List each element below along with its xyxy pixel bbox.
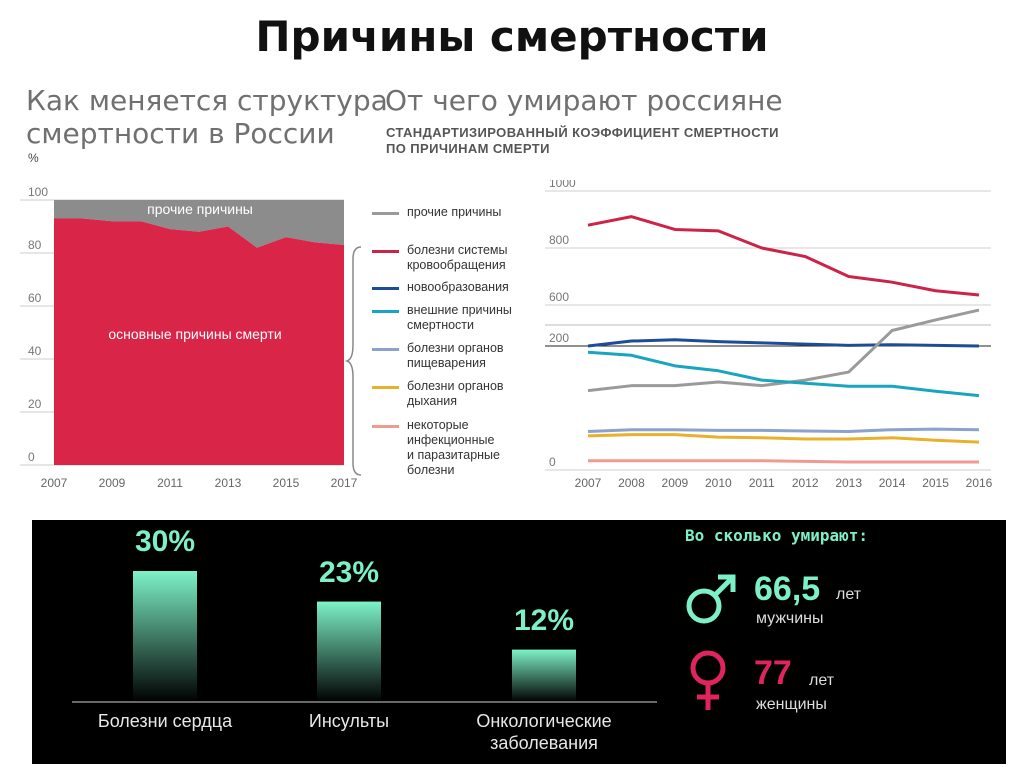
women-label: женщины bbox=[756, 696, 827, 713]
life-title: Во сколько умирают: bbox=[685, 526, 869, 545]
legend-label: некоторые инфекционные и паразитарные болез… bbox=[407, 418, 500, 477]
right-y-tick: 800 bbox=[549, 233, 569, 247]
left-y-tick: 0 bbox=[28, 450, 35, 464]
legend-swatch bbox=[372, 425, 399, 428]
right-y-tick: 200 bbox=[549, 331, 569, 345]
men-label: мужчины bbox=[756, 610, 824, 627]
bar bbox=[317, 601, 381, 702]
bar bbox=[133, 571, 197, 702]
legend-label: болезни органов пищеварения bbox=[407, 341, 504, 370]
legend-label: болезни органов дыхания bbox=[407, 379, 504, 408]
male-symbol-icon bbox=[686, 574, 736, 624]
right-x-tick: 2016 bbox=[966, 476, 993, 490]
right-x-tick: 2008 bbox=[618, 476, 645, 490]
men-life-unit: лет bbox=[836, 586, 862, 603]
series-line bbox=[587, 338, 980, 348]
bar bbox=[512, 649, 576, 702]
legend-swatch bbox=[372, 348, 399, 351]
summary-panel: 30% Болезни сердца 23% Инсульты 12% Онкологич… bbox=[32, 520, 1006, 764]
left-title-line-1: Как меняется структура bbox=[26, 84, 388, 117]
women-life-unit: лет bbox=[809, 672, 835, 689]
right-x-tick: 2012 bbox=[792, 476, 819, 490]
right-x-tick: 2013 bbox=[835, 476, 862, 490]
series-line bbox=[588, 459, 979, 464]
legend-swatch bbox=[372, 212, 399, 215]
bar-category-label: Болезни сердца bbox=[97, 711, 233, 731]
left-unit-label: % bbox=[28, 151, 39, 165]
right-x-tick: 2015 bbox=[922, 476, 949, 490]
brace-icon bbox=[345, 246, 362, 476]
series-line bbox=[587, 427, 980, 434]
right-x-tick: 2009 bbox=[662, 476, 689, 490]
series-line bbox=[587, 350, 980, 398]
legend-swatch bbox=[372, 250, 399, 253]
left-x-tick: 2013 bbox=[215, 476, 242, 490]
right-subtitle-line-1: СТАНДАРТИЗИРОВАННЫЙ КОЭФФИЦИЕНТ СМЕРТНОС… bbox=[386, 125, 779, 140]
left-chart-title: Как меняется структура смертности в Росс… bbox=[26, 84, 388, 150]
right-x-tick: 2007 bbox=[575, 476, 602, 490]
men-life-value: 66,5 bbox=[754, 570, 821, 608]
bar-value-label: 30% bbox=[134, 525, 196, 558]
left-x-tick: 2017 bbox=[331, 476, 358, 490]
right-chart-title: От чего умирают россияне bbox=[385, 84, 783, 117]
area-chart: 0 20 40 60 80 100 2007 2009 2011 2013 2015 2017 пр… bbox=[20, 185, 358, 490]
series-line bbox=[587, 308, 980, 393]
area-label-main: основные причины смерти bbox=[108, 326, 281, 342]
left-x-tick: 2015 bbox=[273, 476, 300, 490]
right-y-tick: 600 bbox=[549, 290, 569, 304]
page-title: Причины смертности bbox=[255, 12, 769, 61]
left-y-tick: 100 bbox=[28, 185, 48, 199]
legend-label: прочие причины bbox=[407, 205, 502, 219]
left-title-line-2: смертности в России bbox=[26, 117, 335, 150]
bar-category-label: Инсульты bbox=[308, 711, 390, 731]
left-y-tick: 80 bbox=[28, 238, 42, 252]
area-label-other: прочие причины bbox=[147, 201, 253, 217]
left-y-tick: 60 bbox=[28, 291, 42, 305]
right-subtitle-line-2: ПО ПРИЧИНАМ СМЕРТИ bbox=[386, 141, 550, 156]
series-line bbox=[587, 433, 980, 444]
right-x-tick: 2014 bbox=[879, 476, 906, 490]
left-x-tick: 2009 bbox=[99, 476, 126, 490]
right-chart-subtitle: СТАНДАРТИЗИРОВАННЫЙ КОЭФФИЦИЕНТ СМЕРТНОС… bbox=[386, 125, 779, 157]
bar-value-label: 23% bbox=[318, 555, 380, 589]
legend-swatch bbox=[372, 310, 399, 313]
left-y-tick: 20 bbox=[28, 397, 42, 411]
left-y-tick: 40 bbox=[28, 344, 42, 358]
right-y-tick: 1000 bbox=[549, 180, 576, 190]
left-x-tick: 2007 bbox=[41, 476, 68, 490]
bar-chart bbox=[72, 571, 657, 703]
right-x-tick: 2011 bbox=[749, 476, 775, 490]
area-other-causes bbox=[54, 200, 344, 248]
legend-label: внешние причины смертности bbox=[407, 303, 512, 332]
right-y-tick: 0 bbox=[549, 455, 556, 469]
legend-swatch bbox=[372, 287, 399, 290]
bar-category-label: Онкологические заболевания bbox=[476, 711, 612, 753]
women-life-value: 77 bbox=[754, 654, 792, 692]
legend-label: новообразования bbox=[407, 280, 509, 294]
legend-label: болезни системы кровообращения bbox=[407, 243, 508, 272]
left-x-tick: 2011 bbox=[157, 476, 183, 490]
series-line bbox=[587, 215, 980, 297]
female-symbol-icon bbox=[690, 650, 726, 710]
right-x-tick: 2010 bbox=[705, 476, 732, 490]
area-main-causes bbox=[54, 218, 344, 465]
bar-value-label: 12% bbox=[513, 603, 575, 637]
legend-swatch bbox=[372, 386, 399, 389]
line-chart: 1000 800 600 200 0 2007 2008 2009 2010 2011 2012 2… bbox=[545, 180, 993, 490]
